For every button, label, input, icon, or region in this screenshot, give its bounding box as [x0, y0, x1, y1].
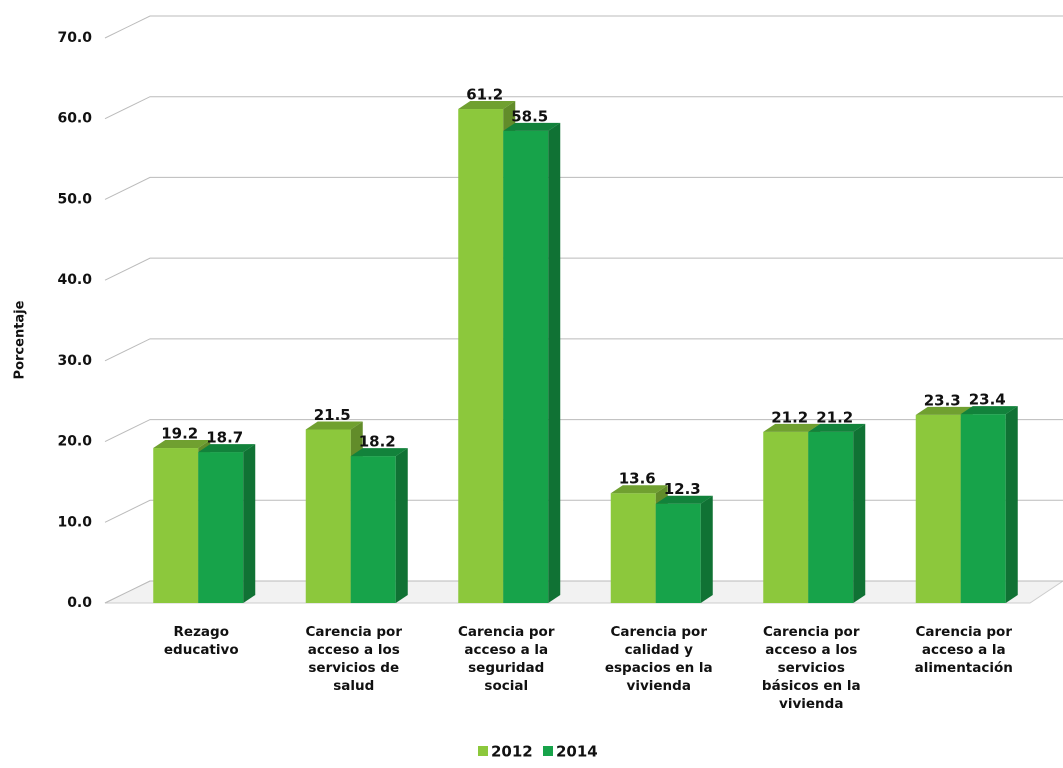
bar-top: [808, 423, 866, 432]
bar-front: [305, 429, 351, 603]
data-label: 12.3: [664, 480, 701, 498]
data-label: 21.2: [771, 408, 808, 426]
y-tick-label: 20.0: [57, 434, 92, 450]
data-label: 61.2: [466, 86, 503, 104]
bar-side: [548, 122, 561, 604]
grid-line: [104, 257, 1063, 281]
bar-top: [350, 448, 408, 457]
y-tick-label: 70.0: [57, 30, 92, 46]
y-tick-label: 50.0: [57, 191, 92, 207]
bar: [350, 448, 408, 603]
bar: [960, 406, 1018, 603]
x-tick-label: Carencia por calidad y espacios en la vivie…: [605, 624, 713, 694]
bar-side: [700, 495, 713, 603]
bar-front: [915, 414, 961, 603]
data-label: 13.6: [619, 470, 656, 488]
bar-front: [198, 452, 244, 603]
legend-swatch: [478, 746, 488, 756]
legend-label: 2014: [556, 743, 598, 761]
bar-top: [503, 122, 561, 131]
data-label: 23.3: [924, 391, 961, 409]
bar-front: [503, 130, 549, 604]
bar-front: [153, 448, 199, 603]
bar-front: [350, 456, 396, 603]
bar-front: [960, 414, 1006, 603]
bar-top: [610, 485, 668, 494]
x-tick-label: Carencia por acceso a los servicios de salu…: [306, 624, 403, 694]
data-label: 18.2: [359, 433, 396, 451]
grid-line: [104, 176, 1063, 200]
bar-top: [655, 495, 713, 504]
grid-line: [104, 15, 1063, 39]
data-label: 21.2: [816, 408, 853, 426]
bar-front: [808, 431, 854, 603]
y-tick-label: 10.0: [57, 514, 92, 530]
bar-top: [960, 406, 1018, 415]
bar-front: [610, 493, 656, 603]
x-tick-label: Carencia por acceso a la alimentación: [915, 624, 1013, 676]
bar-front: [655, 503, 701, 603]
bar: [808, 423, 866, 603]
bar: [655, 495, 713, 603]
bar: [198, 444, 256, 603]
legend-swatch: [543, 746, 553, 756]
bar-front: [458, 109, 504, 604]
y-axis-title: Porcentaje: [13, 300, 28, 379]
grid-line: [104, 580, 1063, 604]
y-tick-label: 40.0: [57, 272, 92, 288]
data-label: 58.5: [511, 107, 548, 125]
bar-top: [915, 406, 973, 415]
bar-top: [305, 421, 363, 430]
x-tick-label: Carencia por acceso a la seguridad social: [458, 624, 555, 694]
bar-side: [1005, 406, 1018, 603]
bar-top: [198, 444, 256, 453]
data-label: 19.2: [161, 425, 198, 443]
y-tick-label: 30.0: [57, 353, 92, 369]
bar-front: [763, 431, 809, 603]
x-tick-label: Rezago educativo: [164, 624, 239, 658]
data-label: 23.4: [969, 391, 1006, 409]
bar-top: [763, 423, 821, 432]
grid-line: [104, 96, 1063, 120]
data-label: 21.5: [314, 406, 351, 424]
data-label: 18.7: [206, 429, 243, 447]
bar-side: [395, 448, 408, 603]
bar-side: [853, 423, 866, 603]
x-tick-label: Carencia por acceso a los servicios básicos…: [762, 624, 861, 712]
bar-top: [458, 101, 516, 110]
grid-line: [104, 338, 1063, 362]
bar-side: [243, 444, 256, 603]
grid-line: [104, 499, 1063, 523]
y-tick-label: 60.0: [57, 111, 92, 127]
y-tick-label: 0.0: [67, 595, 92, 611]
bar-top: [153, 440, 211, 449]
legend-label: 2012: [491, 743, 533, 761]
bar: [503, 122, 561, 604]
grid-line: [104, 419, 1063, 443]
